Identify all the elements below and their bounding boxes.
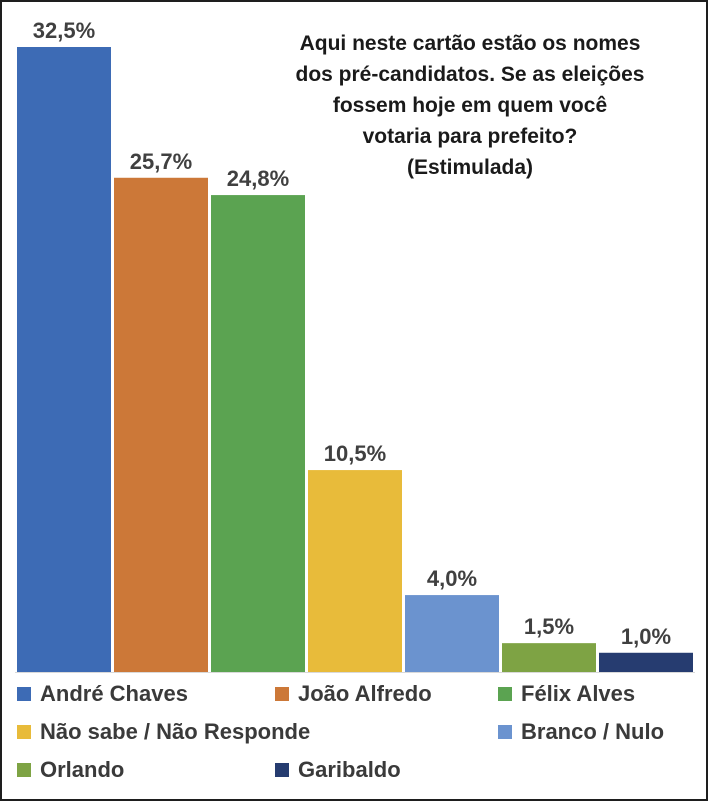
bar-1 xyxy=(17,47,111,672)
bar-5 xyxy=(405,595,499,672)
bar-value-label-2: 25,7% xyxy=(130,149,192,174)
bar-2 xyxy=(114,177,208,672)
chart-title: Aqui neste cartão estão os nomes dos pré… xyxy=(250,28,690,183)
bar-value-label-1: 32,5% xyxy=(33,18,95,43)
title-line-5: (Estimulada) xyxy=(406,156,534,179)
title-line-3: fossem hoje em quem você xyxy=(332,94,608,117)
bar-7 xyxy=(599,652,693,672)
bar-value-label-3: 24,8% xyxy=(227,166,289,191)
bar-4 xyxy=(308,470,402,672)
title-line-2: dos pré-candidatos. Se as eleições xyxy=(295,63,645,86)
title-line-1: Aqui neste cartão estão os nomes xyxy=(299,32,641,55)
bar-value-label-5: 4,0% xyxy=(427,566,477,591)
bar-value-label-4: 10,5% xyxy=(324,441,386,466)
bar-value-label-6: 1,5% xyxy=(524,614,574,639)
title-line-4: votaria para prefeito? xyxy=(362,125,578,148)
bar-3 xyxy=(211,195,305,673)
bar-value-label-7: 1,0% xyxy=(621,624,671,649)
bar-6 xyxy=(502,643,596,672)
